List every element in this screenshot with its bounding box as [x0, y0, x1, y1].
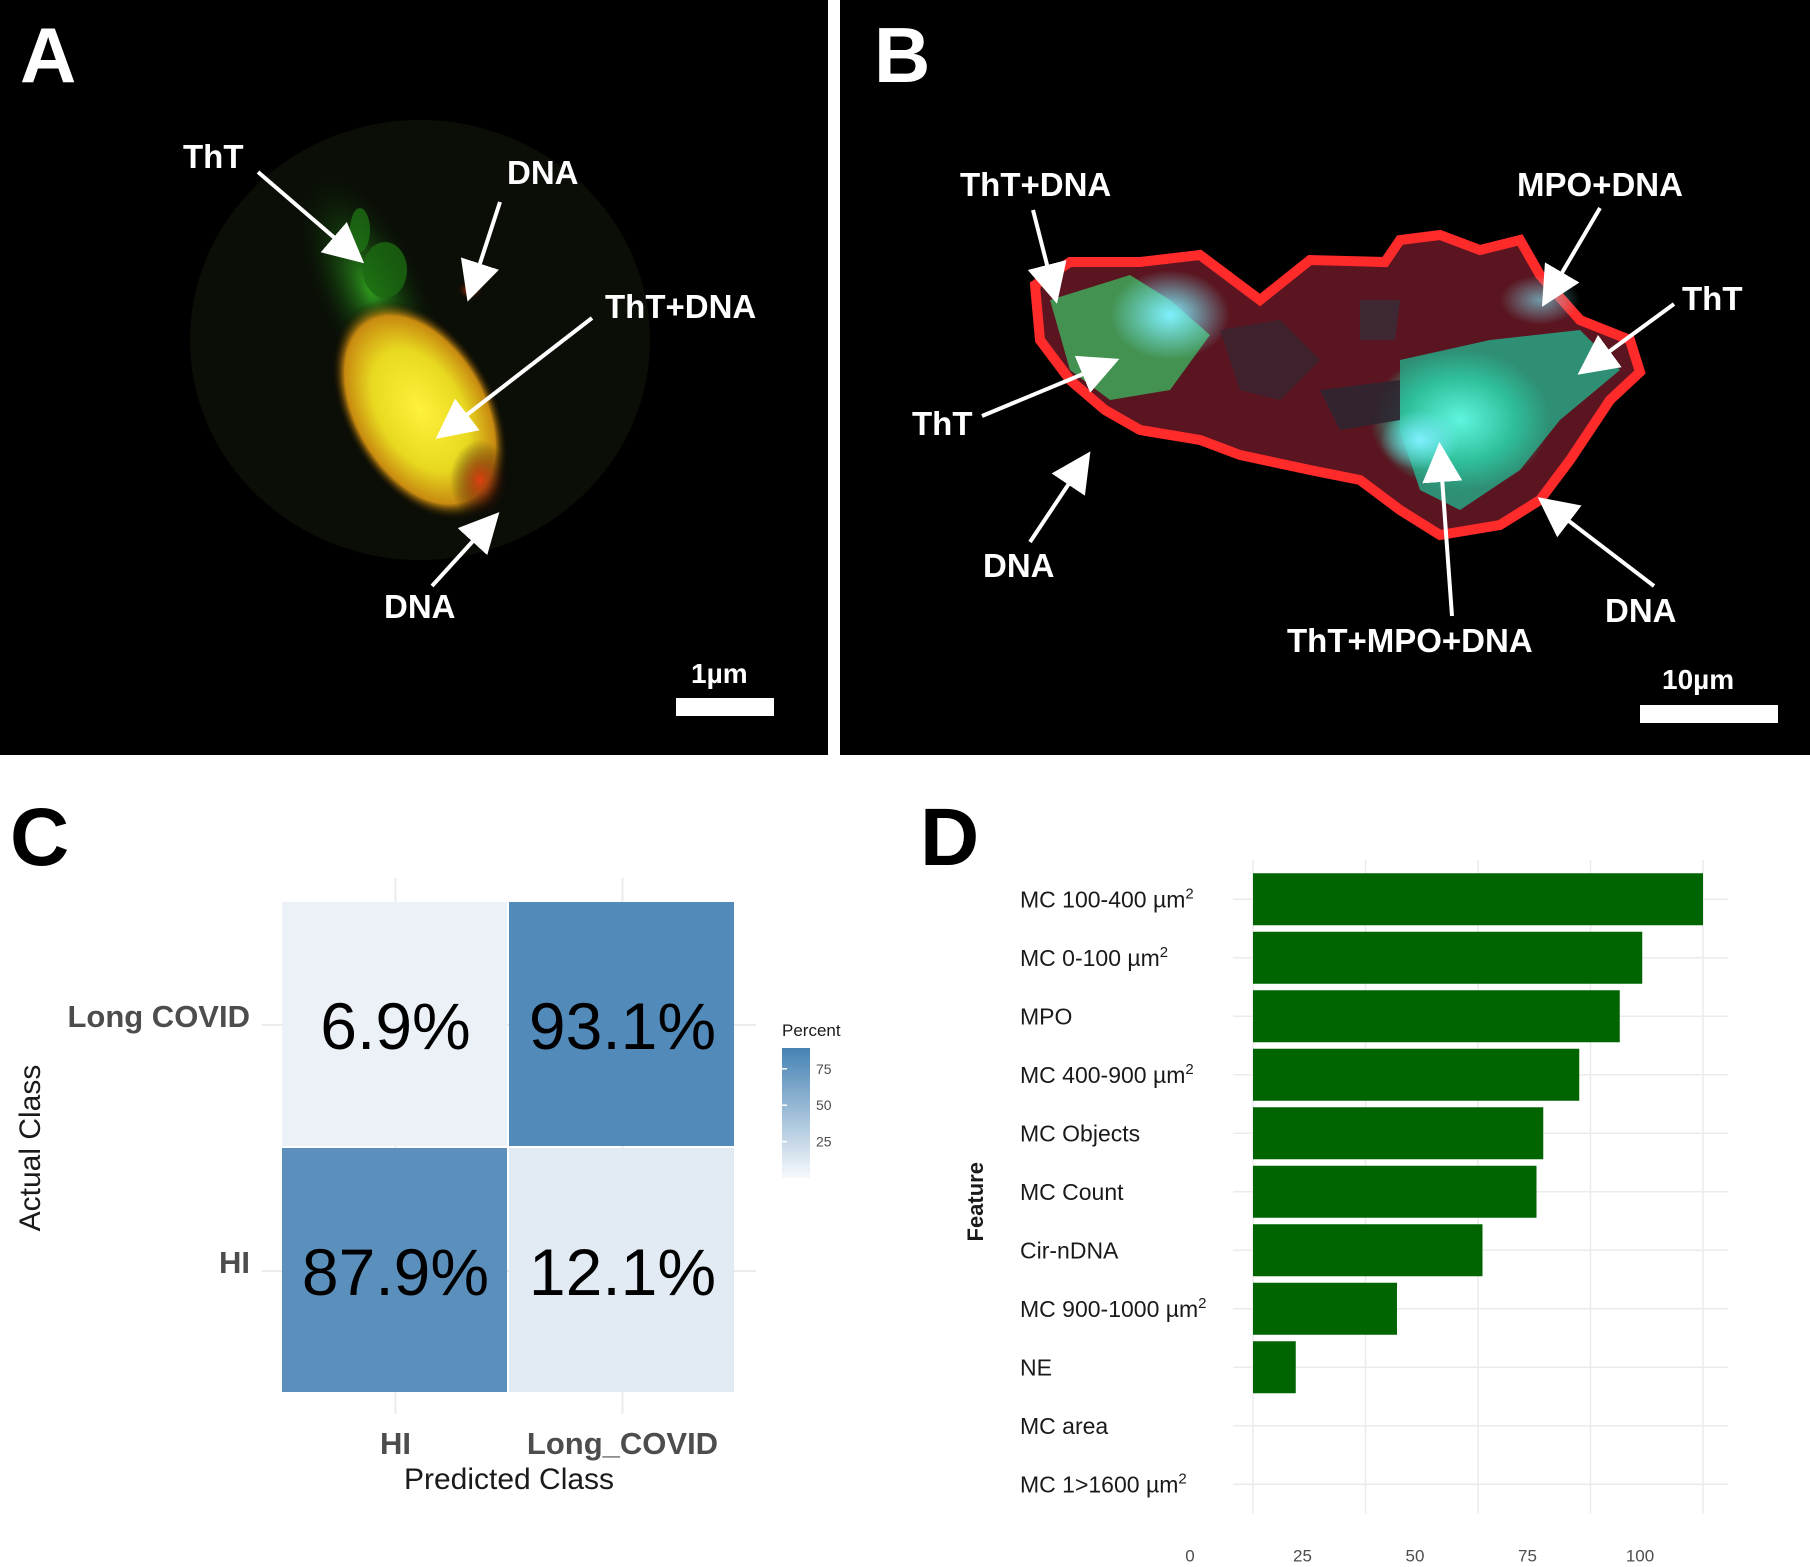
label-dna-bottom: DNA: [384, 588, 456, 625]
label-dna-left: DNA: [983, 547, 1055, 584]
heatmap-cell: [509, 1148, 734, 1392]
feature-label-text: MC 400-900 µm: [1020, 1062, 1185, 1088]
feature-label-text: MC 1>1600 µm: [1020, 1471, 1178, 1497]
confusion-matrix-chart: 6.9% 93.1% 87.9% 12.1% HI Long_COVID Long COVI…: [14, 878, 841, 1496]
feature-label: NE: [1020, 1354, 1052, 1380]
feature-label-text: MPO: [1020, 1003, 1072, 1029]
scale-bar-b: [1640, 705, 1778, 723]
label-tht-right: ThT: [1682, 280, 1743, 317]
feature-label-superscript: 2: [1198, 1295, 1206, 1312]
label-tht-dna-b: ThT+DNA: [960, 166, 1112, 203]
heatmap-cell-label: 12.1%: [529, 1235, 716, 1309]
heatmap-cell-label: 87.9%: [302, 1235, 489, 1309]
importance-bar: [1253, 1165, 1537, 1218]
feature-label: Cir-nDNA: [1020, 1237, 1119, 1263]
importance-bar: [1253, 1107, 1544, 1160]
scale-bar-a: [676, 698, 774, 716]
importance-bar: [1253, 1341, 1296, 1394]
x-tick-label: Long_COVID: [527, 1426, 718, 1461]
importance-bar: [1253, 1282, 1397, 1335]
feature-label: MC 0-100 µm2: [1020, 944, 1168, 971]
y-axis-title: Feature: [963, 1162, 988, 1241]
feature-label: MC 900-1000 µm2: [1020, 1295, 1207, 1322]
feature-label-text: MC 100-400 µm: [1020, 886, 1185, 912]
label-tht-mpo-dna: ThT+MPO+DNA: [1287, 622, 1533, 659]
x-tick-label: 100: [1626, 1547, 1654, 1566]
label-mpo-dna: MPO+DNA: [1517, 166, 1683, 203]
feature-label-text: Cir-nDNA: [1020, 1237, 1119, 1263]
importance-bar: [1253, 873, 1703, 926]
panel-label-a: A: [20, 11, 77, 99]
feature-label-text: MC Count: [1020, 1179, 1124, 1205]
heatmap-cell-label: 93.1%: [529, 989, 716, 1063]
feature-label: MC 1>1600 µm2: [1020, 1470, 1187, 1497]
importance-bar: [1253, 1224, 1483, 1277]
x-tick-label: HI: [380, 1426, 411, 1461]
legend-colorbar: [782, 1048, 810, 1178]
y-axis-title: Actual Class: [14, 1065, 47, 1232]
x-tick-label: 75: [1518, 1547, 1537, 1566]
scale-bar-label-a: 1µm: [691, 658, 748, 689]
legend-tick-label: 25: [816, 1134, 832, 1150]
x-tick-label: 0: [1185, 1547, 1194, 1566]
feature-label: MC 100-400 µm2: [1020, 885, 1194, 912]
feature-label-text: MC area: [1020, 1413, 1108, 1439]
annotation-arrows-b: [981, 206, 1676, 617]
x-tick-label: 50: [1406, 1547, 1425, 1566]
feature-label-text: MC 0-100 µm: [1020, 945, 1160, 971]
importance-bar: [1253, 990, 1620, 1043]
importance-bar: [1253, 1048, 1580, 1101]
y-tick-label: Long COVID: [67, 999, 250, 1034]
feature-label-superscript: 2: [1185, 885, 1193, 902]
feature-label: MC 400-900 µm2: [1020, 1061, 1194, 1088]
annotation-arrows-a: [256, 170, 594, 588]
panel-label-b: B: [874, 11, 931, 99]
micrograph-panel-b: B ThT+DNA MPO+DNA ThT ThT DNA ThT+MPO+DN…: [840, 0, 1810, 755]
feature-label: MC Objects: [1020, 1120, 1140, 1146]
feature-label: MC area: [1020, 1413, 1108, 1439]
heatmap-cell: [282, 1148, 507, 1392]
importance-bar: [1253, 931, 1643, 984]
x-axis-title: Predicted Class: [404, 1463, 614, 1496]
panel-label-d: D: [920, 792, 980, 883]
feature-label-superscript: 2: [1160, 944, 1168, 961]
feature-label-superscript: 2: [1185, 1061, 1193, 1078]
feature-label: MPO: [1020, 1003, 1072, 1029]
feature-label-text: MC 900-1000 µm: [1020, 1296, 1198, 1322]
feature-label-superscript: 2: [1178, 1470, 1186, 1487]
heatmap-cell: [282, 902, 507, 1146]
feature-label-text: MC Objects: [1020, 1120, 1140, 1146]
feature-label: MC Count: [1020, 1179, 1124, 1205]
legend-title: Percent: [782, 1021, 841, 1040]
x-tick-label: 25: [1293, 1547, 1312, 1566]
y-tick-label: HI: [219, 1245, 250, 1280]
heatmap-cell-label: 6.9%: [320, 989, 470, 1063]
panel-label-c: C: [10, 792, 70, 883]
label-tht-dna: ThT+DNA: [605, 288, 757, 325]
heatmap-cell: [509, 902, 734, 1146]
legend-tick-label: 50: [816, 1097, 832, 1113]
label-tht: ThT: [183, 138, 244, 175]
feature-label-text: NE: [1020, 1354, 1052, 1380]
label-tht-left: ThT: [912, 405, 973, 442]
scale-bar-label-b: 10µm: [1662, 664, 1735, 695]
micrograph-panel-a: A ThT DNA ThT+DNA DNA 1µm: [0, 0, 828, 755]
micrograph-b-image: [1029, 229, 1646, 541]
legend-tick-label: 75: [816, 1061, 832, 1077]
label-dna-top: DNA: [507, 154, 579, 191]
label-dna-right: DNA: [1605, 592, 1677, 629]
